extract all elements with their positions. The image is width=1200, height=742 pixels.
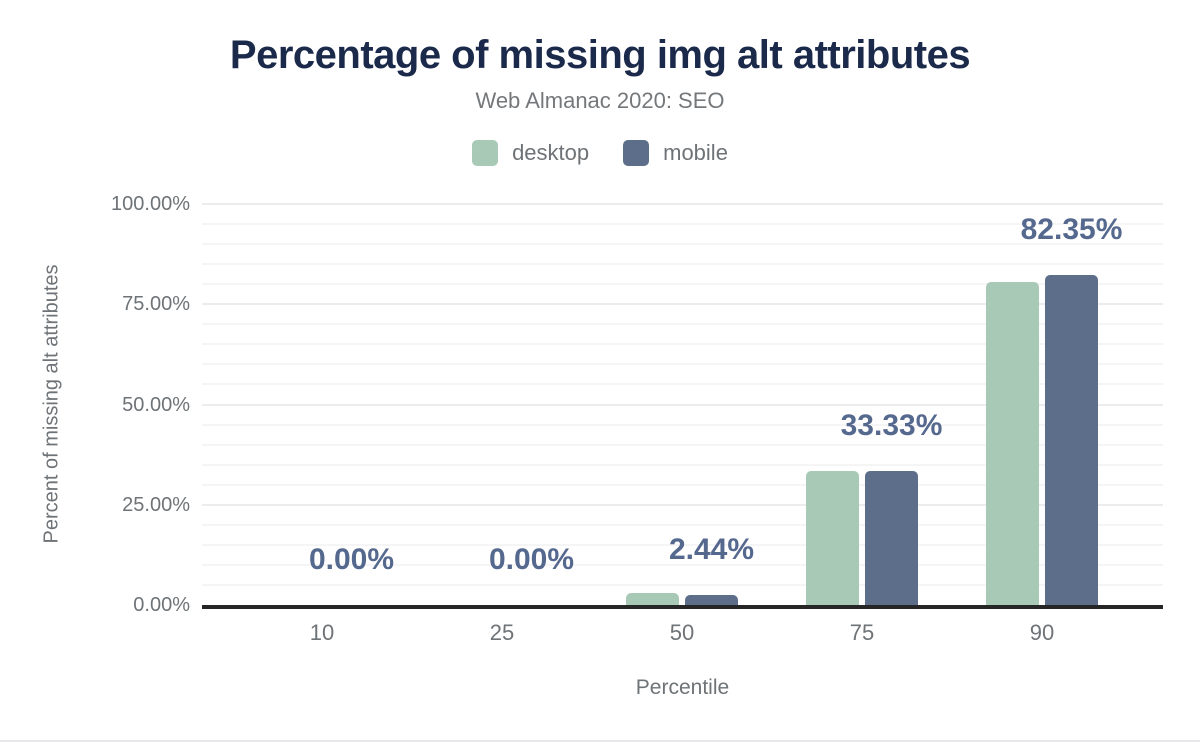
legend-swatch-desktop (472, 140, 499, 166)
chart-title: Percentage of missing img alt attributes (229, 33, 971, 77)
legend-item-desktop[interactable]: desktop (472, 140, 589, 166)
y-axis-title: Percent of missing alt attributes (40, 264, 63, 544)
y-tick-label: 0.00% (133, 594, 190, 616)
bar-desktop-p75[interactable] (806, 471, 859, 605)
bar-value-label: 2.44% (668, 533, 755, 567)
gridline (202, 323, 1163, 326)
x-tick-label: 50 (669, 620, 695, 645)
gridline (202, 343, 1163, 346)
bar-value-label: 0.00% (488, 543, 575, 576)
x-tick-label: 90 (1029, 620, 1055, 645)
bar-value-label: 0.00% (308, 543, 395, 576)
y-tick-label: 100.00% (111, 193, 190, 215)
x-tick-label: 25 (489, 620, 515, 645)
gridline (202, 463, 1163, 466)
gridline (202, 403, 1163, 406)
gridline (202, 243, 1163, 246)
figure-bottom-border (0, 740, 1200, 742)
bar-value-label: 82.35% (1020, 212, 1123, 246)
x-axis-title: Percentile (635, 676, 730, 699)
gridline (202, 543, 1163, 546)
gridline (202, 523, 1163, 526)
chart-subtitle: Web Almanac 2020: SEO (475, 88, 725, 113)
y-tick-label: 50.00% (122, 393, 190, 416)
gridline (202, 503, 1163, 506)
legend-label-mobile: mobile (663, 140, 728, 165)
x-axis-line (202, 605, 1163, 609)
x-tick-label: 10 (309, 620, 335, 645)
gridline (202, 303, 1163, 306)
gridline (202, 483, 1163, 486)
legend-swatch-mobile (623, 140, 650, 166)
gridline (202, 203, 1163, 205)
gridline (202, 443, 1163, 446)
gridline (202, 363, 1163, 366)
legend-label-desktop: desktop (512, 140, 590, 165)
gridline (202, 263, 1163, 266)
gridline (202, 223, 1163, 226)
x-tick-label: 75 (849, 620, 875, 645)
gridline (202, 383, 1163, 386)
y-tick-label: 75.00% (122, 293, 190, 316)
bar-mobile-p50[interactable] (685, 595, 738, 605)
bar-mobile-p75[interactable] (865, 471, 918, 605)
gridline (202, 283, 1163, 286)
bar-desktop-p50[interactable] (626, 592, 679, 605)
gridline (202, 583, 1163, 586)
gridline (202, 563, 1163, 566)
bar-value-label: 33.33% (840, 409, 943, 443)
y-tick-label: 25.00% (122, 493, 190, 516)
gridline (202, 423, 1163, 426)
bar-desktop-p90[interactable] (986, 282, 1039, 605)
bar-mobile-p90[interactable] (1045, 274, 1098, 605)
legend-item-mobile[interactable]: mobile (623, 140, 728, 166)
legend: desktop mobile (0, 140, 1200, 166)
